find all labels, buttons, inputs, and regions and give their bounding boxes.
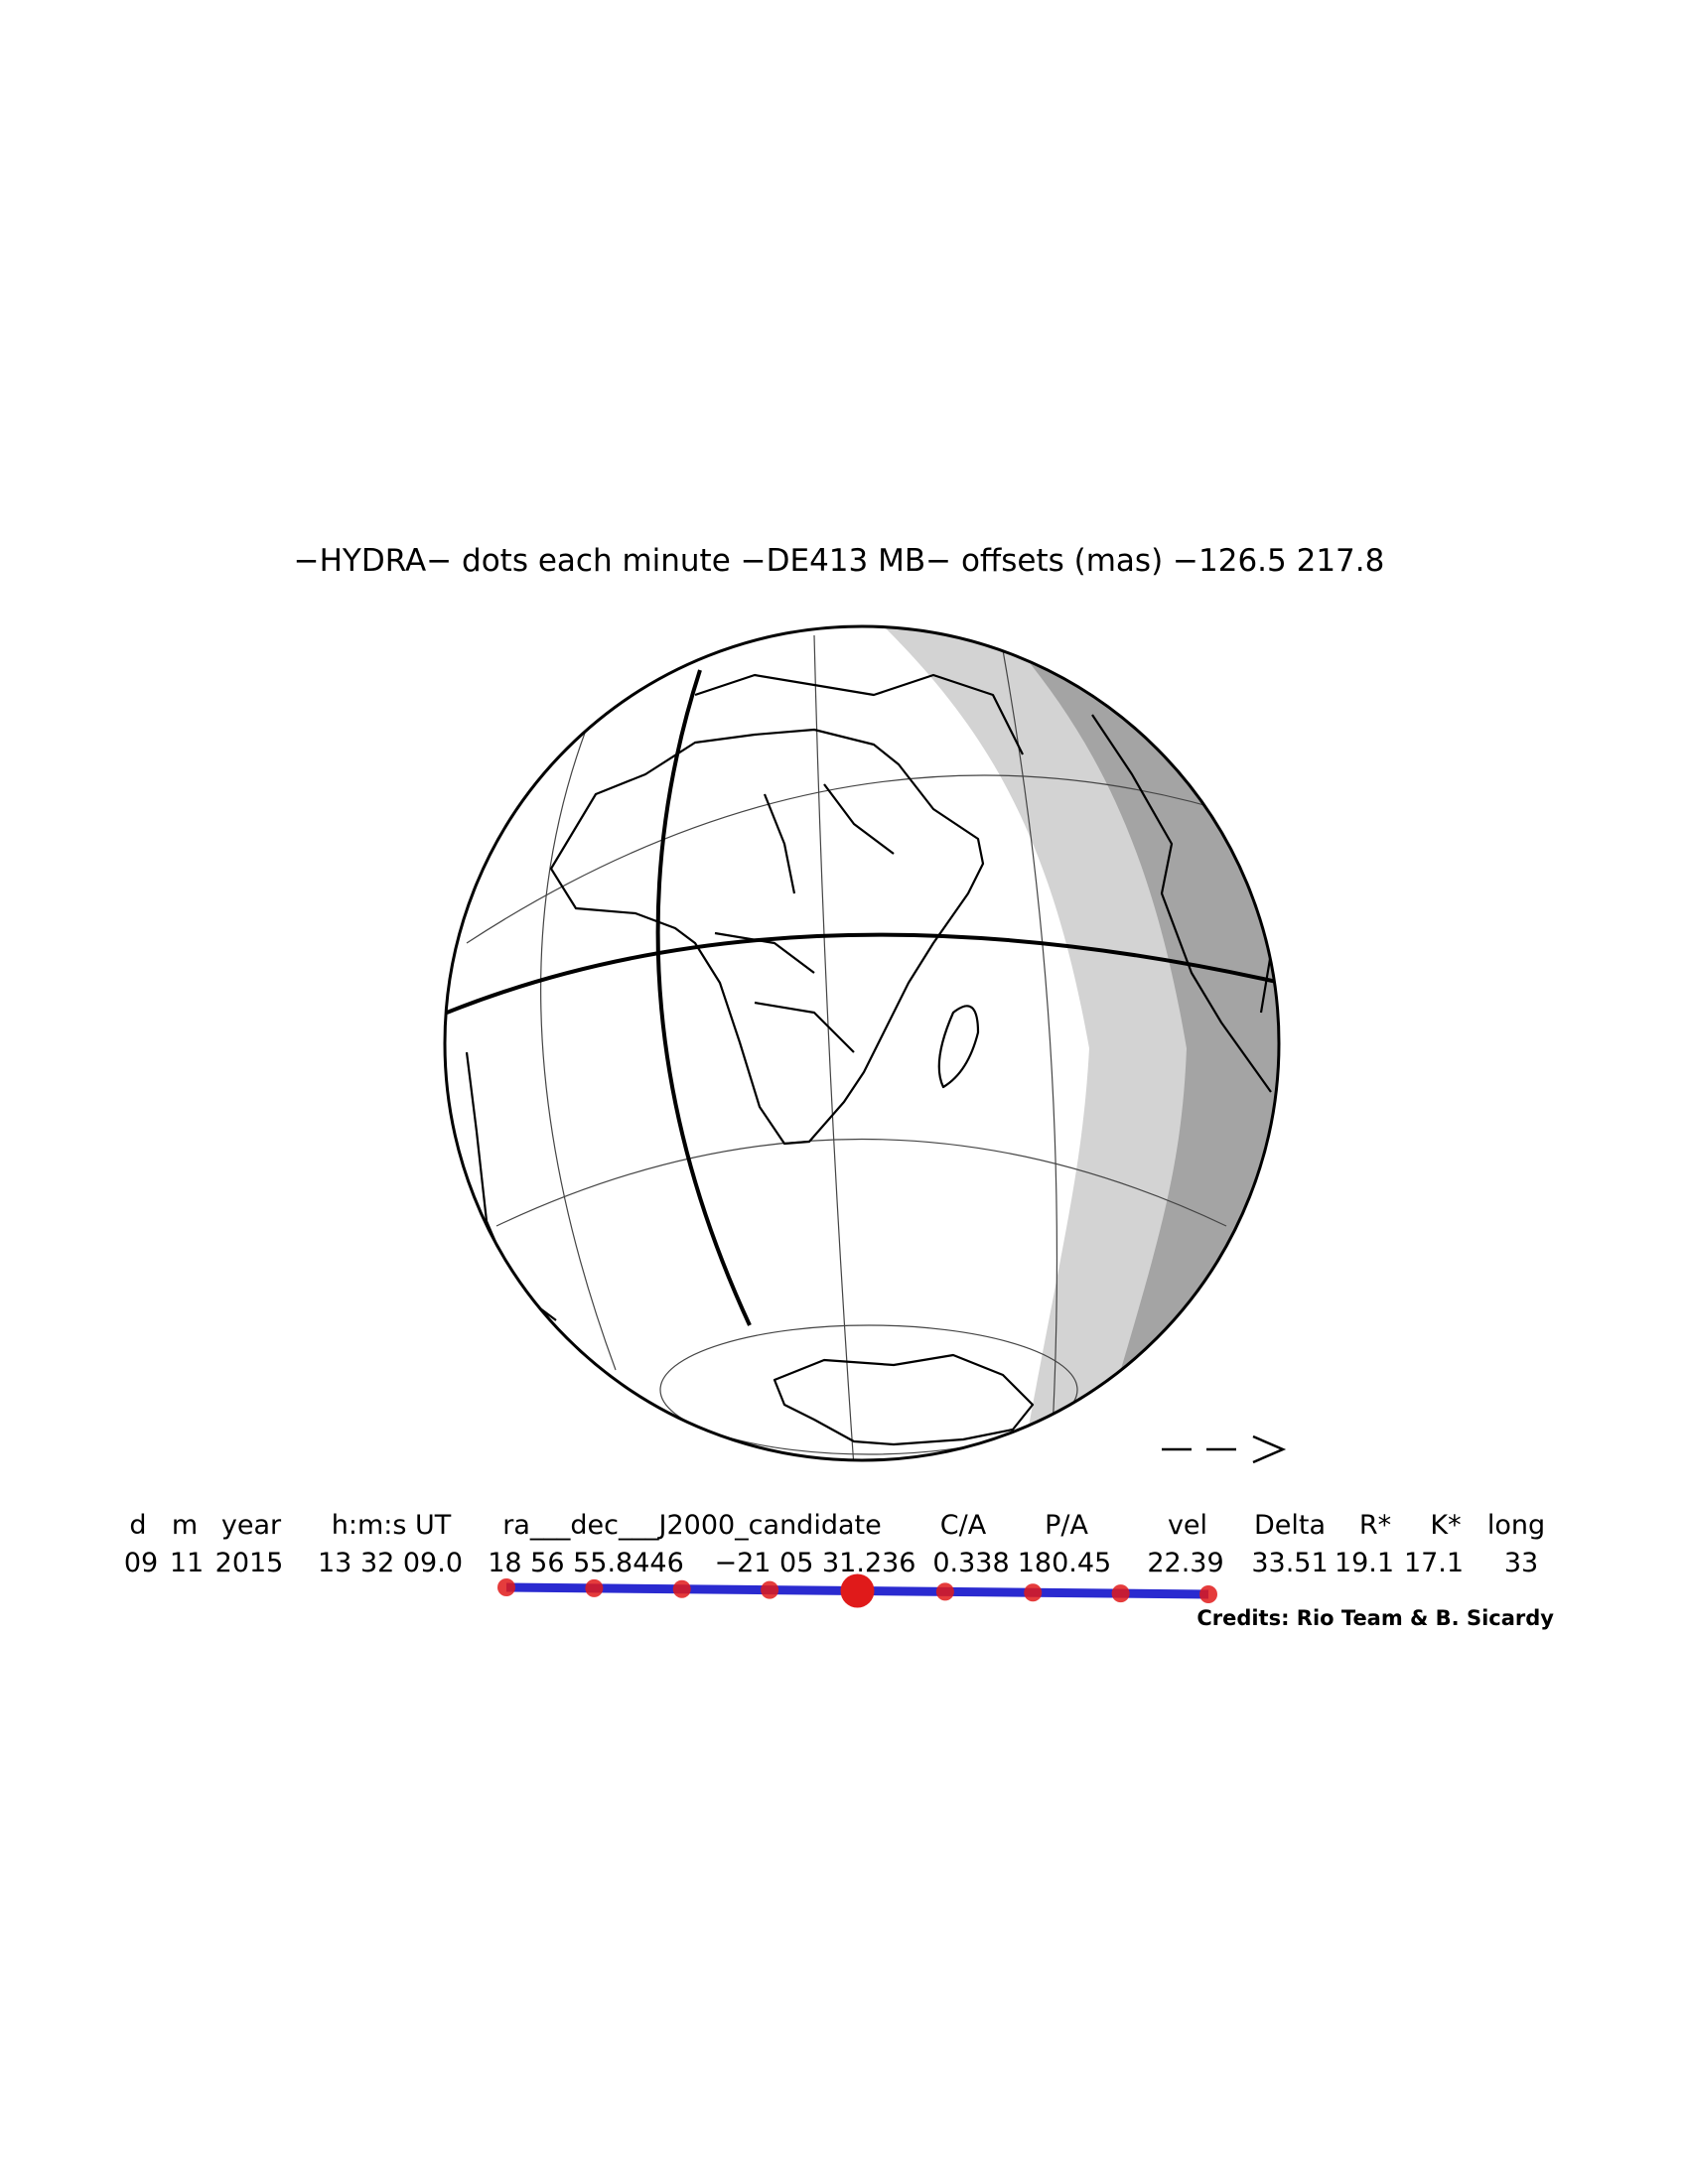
column-header: K* — [1430, 1510, 1461, 1541]
track-dot — [672, 1579, 691, 1598]
column-header: ra___dec___J2000_candidate — [502, 1510, 881, 1541]
column-header: long — [1487, 1510, 1545, 1541]
column-value: 180.45 — [1018, 1548, 1111, 1578]
column-value: 13 32 09.0 — [318, 1548, 463, 1578]
direction-arrow — [1162, 1434, 1287, 1464]
column-value: 11 — [170, 1548, 204, 1578]
column-header: Delta — [1254, 1510, 1326, 1541]
column-value: 18 56 55.8446 — [488, 1548, 684, 1578]
column-header: m — [172, 1510, 198, 1541]
column-value: −21 05 31.236 — [715, 1548, 916, 1578]
column-value: 19.1 — [1335, 1548, 1394, 1578]
track-dot — [1024, 1583, 1043, 1602]
track-dot — [1111, 1584, 1130, 1603]
track-dot — [585, 1578, 604, 1597]
column-value: 2015 — [215, 1548, 284, 1578]
column-header: vel — [1168, 1510, 1207, 1541]
column-value: 0.338 — [932, 1548, 1009, 1578]
track-dot — [935, 1582, 954, 1601]
column-value: 09 — [124, 1548, 158, 1578]
shadow-track — [497, 1573, 1217, 1608]
globe — [443, 624, 1281, 1462]
column-header: R* — [1359, 1510, 1391, 1541]
column-header: P/A — [1045, 1510, 1088, 1541]
column-header: h:m:s UT — [332, 1510, 452, 1541]
track-dot — [840, 1573, 875, 1608]
track-dot — [761, 1580, 779, 1599]
column-header: year — [221, 1510, 282, 1541]
track-dot — [497, 1578, 515, 1596]
column-value: 22.39 — [1147, 1548, 1223, 1578]
column-header: d — [129, 1510, 146, 1541]
credits: Credits: Rio Team & B. Sicardy — [1196, 1606, 1554, 1630]
column-value: 17.1 — [1404, 1548, 1464, 1578]
data-table: d m year h:m:s UT ra___dec___J2000_candidate… — [124, 1510, 1545, 1578]
map-title: −HYDRA− dots each minute −DE413 MB− offs… — [294, 543, 1385, 579]
column-value: 33.51 — [1251, 1548, 1328, 1578]
column-header: C/A — [940, 1510, 987, 1541]
column-value: 33 — [1504, 1548, 1538, 1578]
track-dot — [1199, 1585, 1217, 1603]
